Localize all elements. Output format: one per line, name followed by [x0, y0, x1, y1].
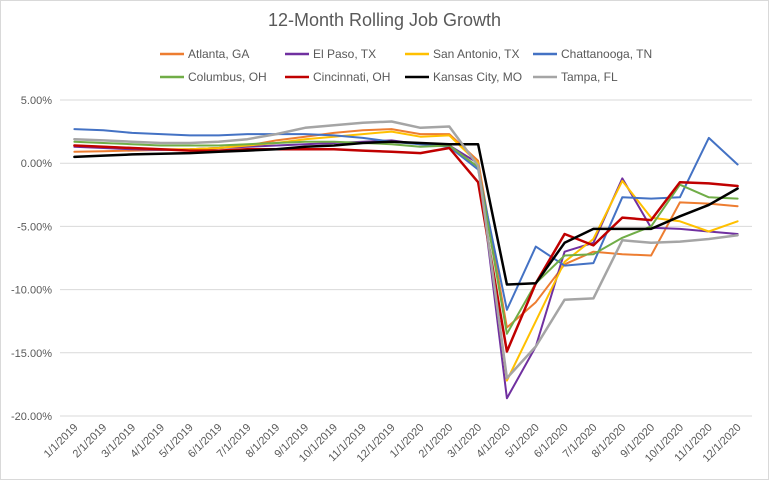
series-line-1	[73, 139, 739, 400]
series-lines	[73, 120, 739, 400]
legend: Atlanta, GA El Paso, TX San Antonio, TX Cha…	[160, 47, 652, 84]
series-line-6	[73, 140, 739, 286]
series-line-4	[73, 140, 739, 335]
y-tick-label: -10.00%	[11, 285, 52, 297]
series-line-7	[73, 120, 739, 380]
legend-entry: San Antonio, TX	[433, 47, 520, 61]
y-tick-label: -5.00%	[17, 221, 52, 233]
legend-entry: Columbus, OH	[188, 70, 267, 84]
y-tick-label: 5.00%	[21, 95, 52, 107]
legend-entry: Kansas City, MO	[433, 70, 522, 84]
chart-title: 12-Month Rolling Job Growth	[268, 10, 501, 30]
legend-entry: Chattanooga, TN	[561, 47, 652, 61]
y-tick-label: -15.00%	[11, 348, 52, 360]
legend-entry: El Paso, TX	[313, 47, 376, 61]
y-axis-tick-labels: 5.00% 0.00% -5.00% -10.00% -15.00% -20.00%	[11, 95, 52, 423]
y-tick-label: -20.00%	[11, 411, 52, 423]
legend-entry: Atlanta, GA	[188, 47, 249, 61]
series-line-2	[73, 130, 739, 382]
y-tick-label: 0.00%	[21, 158, 52, 170]
x-axis-tick-labels: 1/1/20192/1/20193/1/20194/1/20195/1/2019…	[42, 422, 744, 465]
gridlines	[60, 99, 752, 417]
legend-entry: Tampa, FL	[561, 70, 618, 84]
legend-entry: Cincinnati, OH	[313, 70, 390, 84]
series-line-5	[73, 144, 739, 353]
